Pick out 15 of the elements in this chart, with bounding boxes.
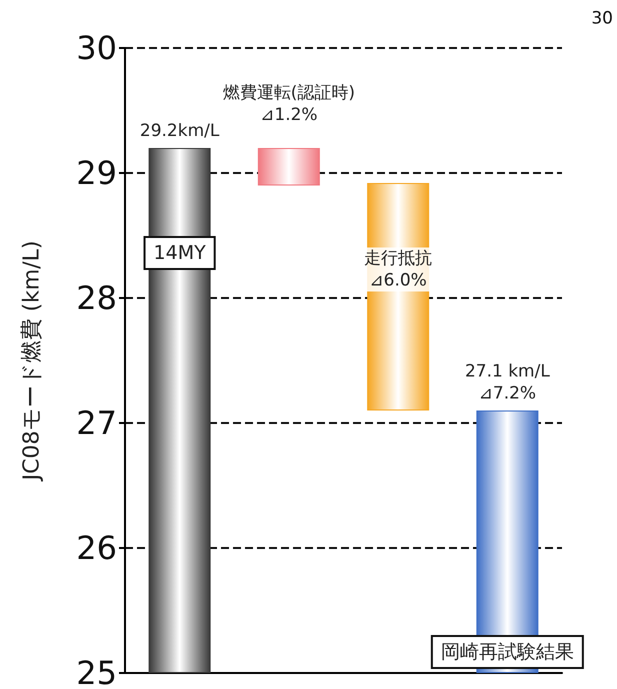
y-tick-label: 27: [76, 404, 117, 442]
y-tick-label: 28: [76, 279, 117, 317]
y-tick-label: 30: [76, 29, 117, 67]
annotation: 27.1 km/L ⊿7.2%: [464, 362, 550, 404]
annotation: 14MY: [154, 242, 206, 264]
y-tick-label: 26: [76, 529, 117, 567]
annotation: 岡崎再試験結果: [440, 641, 574, 663]
y-tick-label: 29: [76, 154, 117, 192]
annotation: 走行抵抗 ⊿6.0%: [364, 248, 432, 290]
annotation: 29.2km/L: [140, 121, 220, 141]
text: 30: [591, 8, 614, 28]
y-tick-label: 25: [76, 654, 117, 689]
annotation: 燃費運転(認証時) ⊿1.2%: [222, 83, 356, 125]
y-axis-title: JC08モード燃費 (km/L): [20, 240, 44, 482]
bar: [258, 148, 320, 186]
